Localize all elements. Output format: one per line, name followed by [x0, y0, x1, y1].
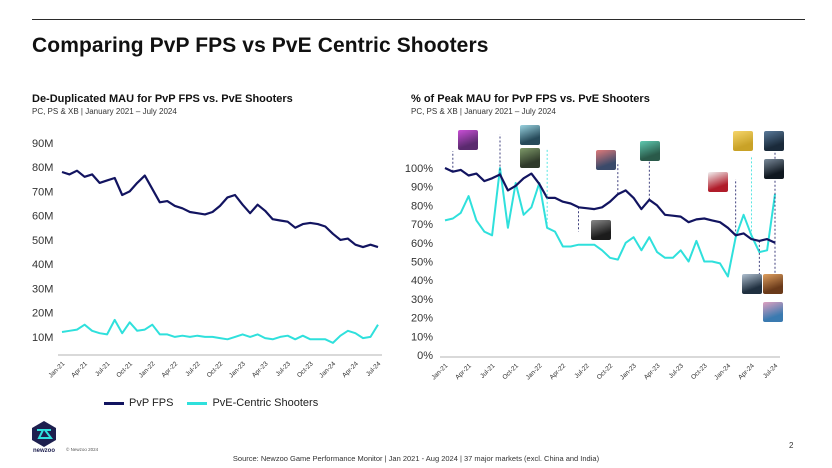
x-tick-label: Oct-21: [501, 362, 520, 381]
x-tick-label: Apr-23: [643, 362, 662, 381]
y-tick-label: 30M: [32, 283, 53, 295]
y-tick-label: 100%: [405, 163, 433, 175]
copyright: © Newzoo 2024: [66, 447, 99, 452]
legend-swatch-pve: [187, 401, 208, 405]
pvp-series-line: [61, 169, 379, 249]
game-cover-icon: [520, 148, 540, 168]
right-chart-title: % of Peak MAU for PvP FPS vs. PvE Shoote…: [411, 93, 650, 105]
y-tick-label: 70%: [411, 219, 433, 231]
game-cover-icon: [764, 131, 784, 151]
y-tick-label: 40M: [32, 259, 53, 271]
y-tick-label: 10M: [32, 332, 53, 344]
page-title: Comparing PvP FPS vs PvE Centric Shooter…: [32, 34, 489, 57]
x-tick-label: Jul-23: [668, 362, 686, 380]
y-tick-label: 90M: [32, 138, 53, 150]
y-tick-label: 40%: [411, 275, 433, 287]
y-tick-label: 50%: [411, 257, 433, 269]
x-tick-label: Jan-23: [619, 362, 638, 381]
x-tick-label: Jan-24: [713, 362, 732, 381]
y-tick-label: 70M: [32, 186, 53, 198]
game-cover-icon: [640, 141, 660, 161]
x-tick-label: Oct-22: [596, 362, 615, 381]
game-cover-icon: [520, 125, 540, 145]
x-tick-label: Oct-23: [690, 362, 709, 381]
source-note: Source: Newzoo Game Performance Monitor …: [232, 454, 600, 463]
svg-text:newzoo: newzoo: [33, 448, 55, 454]
legend-item-pve: PvE-Centric Shooters: [187, 397, 318, 409]
chart-legend: PvP FPS PvE-Centric Shooters: [104, 397, 332, 409]
game-cover-icon: [708, 172, 728, 192]
game-cover-icon: [591, 220, 611, 240]
x-tick-label: Jan-21: [430, 362, 449, 381]
x-tick-label: Jul-24: [762, 362, 780, 380]
game-cover-icon: [742, 274, 762, 294]
y-tick-label: 10%: [411, 331, 433, 343]
x-tick-label: Jan-22: [525, 362, 544, 381]
x-tick-label: Jul-21: [479, 362, 497, 380]
y-tick-label: 20M: [32, 308, 53, 320]
x-tick-label: Apr-24: [737, 362, 756, 381]
right-chart-subtitle: PC, PS & XB | January 2021 – July 2024: [411, 107, 556, 116]
game-cover-icon: [764, 159, 784, 179]
left-chart-title: De-Duplicated MAU for PvP FPS vs. PvE Sh…: [32, 93, 293, 105]
game-cover-icon: [763, 302, 783, 322]
y-tick-label: 90%: [411, 182, 433, 194]
y-tick-label: 0%: [417, 350, 433, 362]
x-tick-label: Jul-22: [573, 362, 591, 380]
x-tick-label: Apr-21: [454, 362, 473, 381]
pve-series-line: [444, 167, 776, 278]
page-number: 2: [789, 441, 794, 450]
y-tick-label: 20%: [411, 313, 433, 325]
legend-item-pvp: PvP FPS: [104, 397, 173, 409]
game-cover-icon: [458, 130, 478, 150]
y-tick-label: 60M: [32, 211, 53, 223]
y-tick-label: 80%: [411, 200, 433, 212]
x-tick-label: Apr-22: [549, 362, 568, 381]
game-cover-icon: [763, 274, 783, 294]
left-chart-subtitle: PC, PS & XB | January 2021 – July 2024: [32, 107, 177, 116]
top-divider: [32, 19, 805, 20]
legend-label-pve: PvE-Centric Shooters: [212, 397, 319, 409]
legend-label-pvp: PvP FPS: [129, 397, 174, 409]
y-tick-label: 80M: [32, 162, 53, 174]
right-line-chart: 0% 10% 20% 30% 40% 50% 60% 70% 80% 90% 100% Jan-21 A…: [405, 134, 780, 381]
game-cover-icon: [733, 131, 753, 151]
legend-swatch-pvp: [104, 401, 124, 405]
y-tick-label: 60%: [411, 238, 433, 250]
game-cover-icon: [596, 150, 616, 170]
y-tick-label: 30%: [411, 294, 433, 306]
newzoo-logo: newzoo: [32, 421, 56, 454]
pve-series-line: [61, 318, 379, 344]
y-tick-label: 50M: [32, 235, 53, 247]
